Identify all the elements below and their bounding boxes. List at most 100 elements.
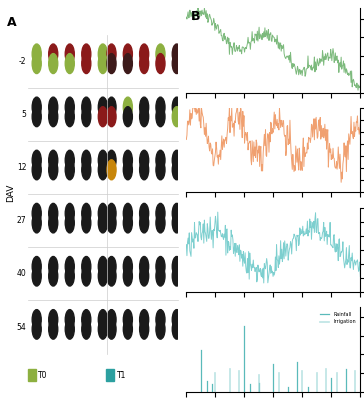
Circle shape <box>98 150 107 170</box>
Circle shape <box>65 266 74 286</box>
Circle shape <box>32 213 41 233</box>
Circle shape <box>49 310 58 330</box>
Circle shape <box>107 213 116 233</box>
Circle shape <box>140 266 149 286</box>
Circle shape <box>32 44 41 64</box>
Text: A: A <box>7 16 17 29</box>
Circle shape <box>140 107 149 127</box>
Circle shape <box>107 107 116 127</box>
Circle shape <box>98 256 107 276</box>
Circle shape <box>98 54 107 74</box>
Circle shape <box>82 97 91 117</box>
Circle shape <box>49 213 58 233</box>
Circle shape <box>32 256 41 276</box>
Circle shape <box>140 54 149 74</box>
Circle shape <box>140 213 149 233</box>
Circle shape <box>140 44 149 64</box>
Circle shape <box>107 310 116 330</box>
Circle shape <box>82 213 91 233</box>
Circle shape <box>107 256 116 276</box>
Circle shape <box>65 97 74 117</box>
Circle shape <box>156 150 165 170</box>
Circle shape <box>98 44 107 64</box>
Circle shape <box>82 44 91 64</box>
Circle shape <box>65 203 74 223</box>
Circle shape <box>98 203 107 223</box>
Circle shape <box>172 54 181 74</box>
Text: 40: 40 <box>16 270 26 278</box>
Circle shape <box>123 203 132 223</box>
Circle shape <box>32 266 41 286</box>
Circle shape <box>156 107 165 127</box>
Circle shape <box>65 107 74 127</box>
Circle shape <box>140 256 149 276</box>
Text: DAV: DAV <box>6 183 15 202</box>
Circle shape <box>172 213 181 233</box>
Circle shape <box>172 203 181 223</box>
Circle shape <box>123 310 132 330</box>
Circle shape <box>98 107 107 127</box>
Circle shape <box>32 150 41 170</box>
Circle shape <box>49 54 58 74</box>
Circle shape <box>107 44 116 64</box>
Circle shape <box>123 107 132 127</box>
Circle shape <box>32 107 41 127</box>
Circle shape <box>98 97 107 117</box>
Text: 12: 12 <box>17 163 26 172</box>
Circle shape <box>172 97 181 117</box>
Circle shape <box>98 310 107 330</box>
Circle shape <box>123 319 132 339</box>
Circle shape <box>98 213 107 233</box>
Circle shape <box>123 266 132 286</box>
Circle shape <box>107 319 116 339</box>
Text: B: B <box>191 10 201 23</box>
Circle shape <box>65 150 74 170</box>
Circle shape <box>140 160 149 180</box>
Circle shape <box>156 97 165 117</box>
Circle shape <box>107 266 116 286</box>
Circle shape <box>65 160 74 180</box>
Text: 54: 54 <box>16 322 26 332</box>
Circle shape <box>172 256 181 276</box>
Circle shape <box>82 150 91 170</box>
Circle shape <box>98 266 107 286</box>
Circle shape <box>156 319 165 339</box>
Circle shape <box>156 256 165 276</box>
Circle shape <box>172 310 181 330</box>
Circle shape <box>123 54 132 74</box>
Circle shape <box>82 319 91 339</box>
Circle shape <box>107 97 116 117</box>
Circle shape <box>172 107 181 127</box>
Circle shape <box>123 44 132 64</box>
Text: T1: T1 <box>117 371 126 380</box>
Circle shape <box>156 44 165 64</box>
Circle shape <box>82 266 91 286</box>
Circle shape <box>32 319 41 339</box>
Circle shape <box>65 319 74 339</box>
Circle shape <box>65 310 74 330</box>
Circle shape <box>123 97 132 117</box>
Circle shape <box>82 256 91 276</box>
Circle shape <box>140 319 149 339</box>
Circle shape <box>98 319 107 339</box>
Bar <box>106 368 114 381</box>
Circle shape <box>156 266 165 286</box>
Circle shape <box>140 203 149 223</box>
Circle shape <box>32 97 41 117</box>
Circle shape <box>49 107 58 127</box>
Circle shape <box>82 54 91 74</box>
Circle shape <box>82 310 91 330</box>
Circle shape <box>98 160 107 180</box>
Circle shape <box>123 256 132 276</box>
Circle shape <box>156 160 165 180</box>
Circle shape <box>140 150 149 170</box>
Circle shape <box>49 203 58 223</box>
Circle shape <box>123 213 132 233</box>
Circle shape <box>156 203 165 223</box>
Circle shape <box>32 54 41 74</box>
Circle shape <box>156 54 165 74</box>
Circle shape <box>107 203 116 223</box>
Circle shape <box>156 310 165 330</box>
Circle shape <box>123 160 132 180</box>
Circle shape <box>32 310 41 330</box>
